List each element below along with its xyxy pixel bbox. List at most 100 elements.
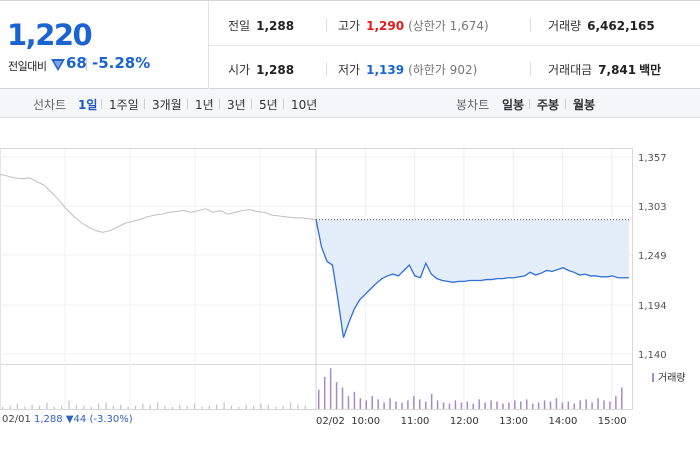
volume-bar-prev xyxy=(201,406,203,409)
volume-bar-prev xyxy=(179,404,181,409)
volume-bar-prev xyxy=(260,403,262,409)
volume-bar-today xyxy=(395,401,397,409)
volume-bar-prev xyxy=(282,405,284,409)
high-label: 고가 xyxy=(338,19,361,33)
volume-bar-prev xyxy=(230,405,233,409)
open-cell: 시가 1,288 xyxy=(228,61,294,78)
volume-bar-today xyxy=(323,376,326,409)
divider xyxy=(326,62,327,76)
prev-day-rate: (-3.30%) xyxy=(89,414,133,425)
volume-bar-prev xyxy=(83,405,85,409)
volume-bar-today xyxy=(508,402,510,409)
x-tick-label: 15:00 xyxy=(598,416,627,427)
change-rate: -5.28% xyxy=(92,54,151,72)
volume-bar-prev xyxy=(2,406,4,409)
volume-bar-today xyxy=(615,396,617,409)
divider xyxy=(529,99,530,109)
volume-bar-prev xyxy=(46,402,48,409)
volume-bar-today xyxy=(424,401,427,409)
volume-bar-today xyxy=(603,400,605,409)
tab-monthly-candle[interactable]: 월봉 xyxy=(573,98,596,112)
divider xyxy=(209,45,700,46)
volume-bar-today xyxy=(514,400,516,409)
volume-bar-today xyxy=(502,403,504,409)
today-price-line xyxy=(315,219,629,338)
volume-bar-prev xyxy=(216,404,218,409)
volume-bar-today xyxy=(525,399,528,409)
volume-bar-today xyxy=(436,400,439,409)
tab-5year[interactable]: 5년 xyxy=(259,98,278,112)
volume-bar-today xyxy=(329,368,332,409)
volume-bar-today xyxy=(389,398,391,409)
tab-weekly-candle[interactable]: 주봉 xyxy=(537,98,560,112)
y-tick-label: 1,249 xyxy=(638,251,667,262)
tab-1day[interactable]: 1일 xyxy=(78,98,98,112)
line-chart-title: 선차트 xyxy=(33,98,67,112)
volume-bar-today xyxy=(537,402,540,409)
divider xyxy=(251,99,252,109)
today-below-reference-area xyxy=(316,219,629,338)
tab-1year[interactable]: 1년 xyxy=(195,98,214,112)
volume-bar-today xyxy=(466,401,469,409)
volume-bar-prev xyxy=(304,405,306,409)
volume-bar-prev xyxy=(31,404,33,409)
tab-3month[interactable]: 3개월 xyxy=(152,98,182,112)
prev-day-change-symbol: ▼ xyxy=(65,414,74,425)
volume-bar-prev xyxy=(245,404,247,409)
y-tick-label: 1,194 xyxy=(638,301,667,312)
volume-bar-today xyxy=(621,387,623,409)
prev-day-date: 02/01 xyxy=(2,414,31,425)
tab-3year[interactable]: 3년 xyxy=(227,98,246,112)
volume-bar-prev xyxy=(289,402,292,409)
volume-bar-prev xyxy=(75,404,78,409)
volume-bar-today xyxy=(401,402,403,409)
change-label: 전일대비 xyxy=(8,60,47,73)
prev-close-cell: 전일 1,288 xyxy=(228,17,294,34)
x-tick-label: 10:00 xyxy=(351,416,380,427)
volume-bar-prev xyxy=(38,405,41,409)
volume-bar-prev xyxy=(142,403,144,409)
upper-limit: (상한가 1,674) xyxy=(408,19,489,33)
x-tick-label: 11:00 xyxy=(401,416,430,427)
volume-bar-prev xyxy=(61,405,63,409)
open-label: 시가 xyxy=(228,63,251,77)
volume-bar-today xyxy=(490,400,492,409)
volume-bar-prev xyxy=(164,405,166,409)
tab-10year[interactable]: 10년 xyxy=(291,98,318,112)
volume-bar-today xyxy=(496,401,498,409)
divider xyxy=(326,18,327,32)
tab-daily-candle[interactable]: 일봉 xyxy=(502,98,525,112)
divider xyxy=(530,18,531,32)
amount-label: 거래대금 xyxy=(548,63,593,77)
x-tick-label: 14:00 xyxy=(549,416,578,427)
volume-bar-today xyxy=(413,396,415,409)
chart-period-tabs: 선차트 1일 1주일 3개월 1년 3년 5년 10년 봉차트 일봉 주봉 월봉 xyxy=(0,89,700,118)
volume-bar-prev xyxy=(127,406,129,409)
prev-close-label: 전일 xyxy=(228,19,251,33)
volume-bar-prev xyxy=(120,404,122,409)
volume-bar-today xyxy=(318,389,320,409)
volume-bar-prev xyxy=(134,405,137,409)
volume-bar-today xyxy=(353,391,356,409)
tab-1week[interactable]: 1주일 xyxy=(109,98,139,112)
volume-bar-today xyxy=(555,398,558,409)
volume-bar-prev xyxy=(53,406,55,409)
volume-bar-today xyxy=(430,393,433,409)
volume-bar-today xyxy=(579,400,581,409)
volume-bar-prev xyxy=(171,406,174,409)
volume-bar-today xyxy=(549,401,552,409)
high-cell: 고가 1,290 (상한가 1,674) xyxy=(338,17,489,34)
volume-bar-today xyxy=(561,402,564,409)
divider xyxy=(144,99,145,109)
volume-bar-prev xyxy=(275,406,277,409)
volume-bar-prev xyxy=(24,406,26,409)
current-price-box: 1,220 전일대비 68 -5.28% xyxy=(0,1,209,89)
volume-legend: 거래량 xyxy=(658,372,686,384)
volume-bar-prev xyxy=(252,405,255,409)
divider xyxy=(565,99,566,109)
intraday-price-chart: 1,357 1,303 1,249 1,194 1,140 02/02 10:00 11:0… xyxy=(0,148,686,427)
volume-bar-prev xyxy=(208,405,210,409)
volume-bars xyxy=(2,368,623,409)
volume-bar-prev xyxy=(16,403,19,409)
volume-bar-prev xyxy=(193,403,196,409)
